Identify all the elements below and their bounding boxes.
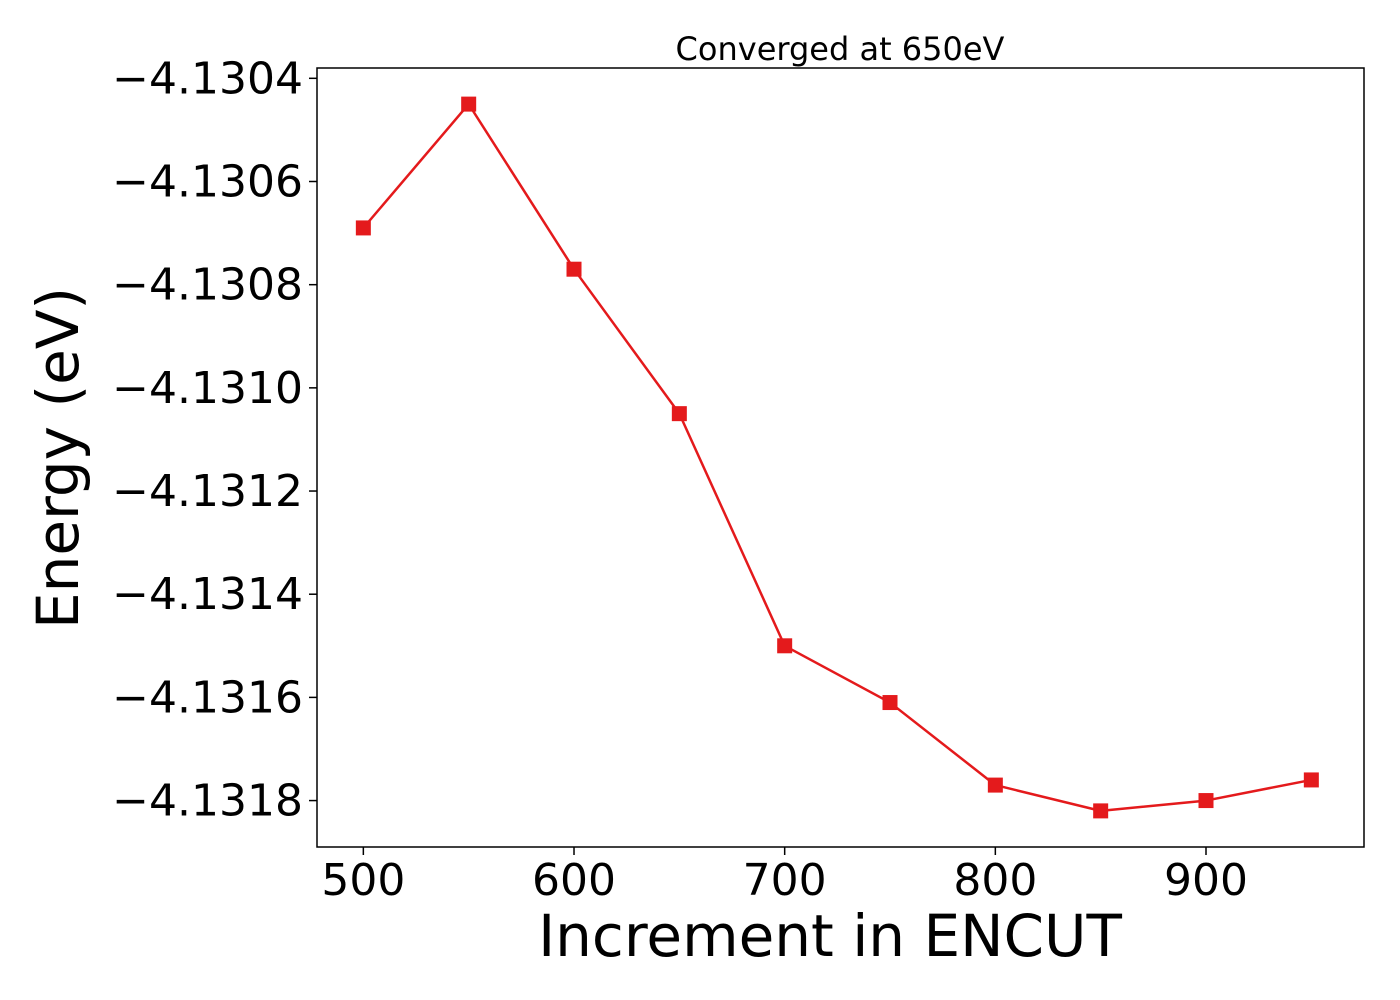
x-tick-label: 900 xyxy=(1164,855,1248,906)
data-point xyxy=(882,695,898,711)
x-tick-label: 500 xyxy=(321,855,405,906)
data-point xyxy=(1093,803,1109,819)
y-tick-label: −4.1316 xyxy=(112,672,303,723)
y-tick-label: −4.1318 xyxy=(112,776,303,827)
y-tick-label: −4.1310 xyxy=(112,363,303,414)
x-axis-label: Increment in ENCUT xyxy=(538,902,1122,970)
data-point xyxy=(1303,772,1319,788)
series-line xyxy=(362,102,1312,813)
data-point xyxy=(566,261,582,277)
data-point xyxy=(777,638,793,654)
data-point xyxy=(355,220,371,236)
y-axis-label: Energy (eV) xyxy=(24,287,92,629)
y-tick-label: −4.1314 xyxy=(112,569,303,620)
data-point xyxy=(987,777,1003,793)
data-point xyxy=(1198,793,1214,809)
x-tick-label: 700 xyxy=(743,855,827,906)
x-tick-label: 800 xyxy=(953,855,1037,906)
data-point xyxy=(671,406,687,422)
y-tick-label: −4.1306 xyxy=(112,156,303,207)
data-point xyxy=(461,96,477,112)
y-tick-label: −4.1304 xyxy=(112,53,303,104)
y-tick-label: −4.1312 xyxy=(112,466,303,517)
plot-area: 500 600 700 800 900 −4.1304 −4.1306 −4.1308 −4.1… xyxy=(112,53,1319,906)
plot-frame xyxy=(316,67,1365,848)
x-tick-label: 600 xyxy=(532,855,616,906)
chart-title: Converged at 650eV xyxy=(676,30,1005,68)
y-tick-label: −4.1308 xyxy=(112,260,303,311)
